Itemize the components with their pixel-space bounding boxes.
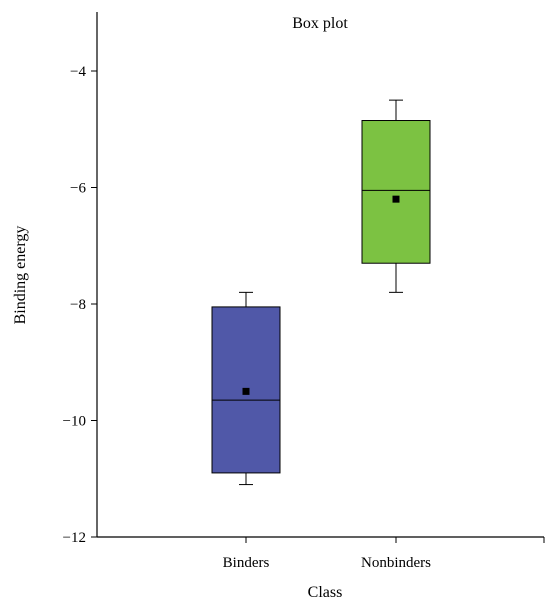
y-tick-label: −6 xyxy=(70,181,86,197)
mean-marker xyxy=(242,387,250,395)
y-tick-label: −10 xyxy=(63,414,86,430)
box-binders xyxy=(211,291,281,486)
x-axis-ticks: Binders Nonbinders xyxy=(223,537,545,571)
y-tick-label: −8 xyxy=(70,297,86,313)
x-axis-title: Class xyxy=(308,584,343,601)
y-tick-label: −4 xyxy=(70,64,86,80)
y-axis-ticks: −12 −10 −8 −6 −4 xyxy=(63,64,97,546)
box-series xyxy=(211,99,431,486)
box-nonbinders xyxy=(361,99,431,293)
y-axis-title: Binding energy xyxy=(12,226,29,325)
mean-marker xyxy=(392,195,400,203)
iqr-box xyxy=(361,120,431,264)
x-tick-label: Binders xyxy=(223,555,270,571)
y-tick-label: −12 xyxy=(63,530,86,546)
chart-title: Box plot xyxy=(292,15,348,32)
x-tick-label: Nonbinders xyxy=(361,555,431,571)
